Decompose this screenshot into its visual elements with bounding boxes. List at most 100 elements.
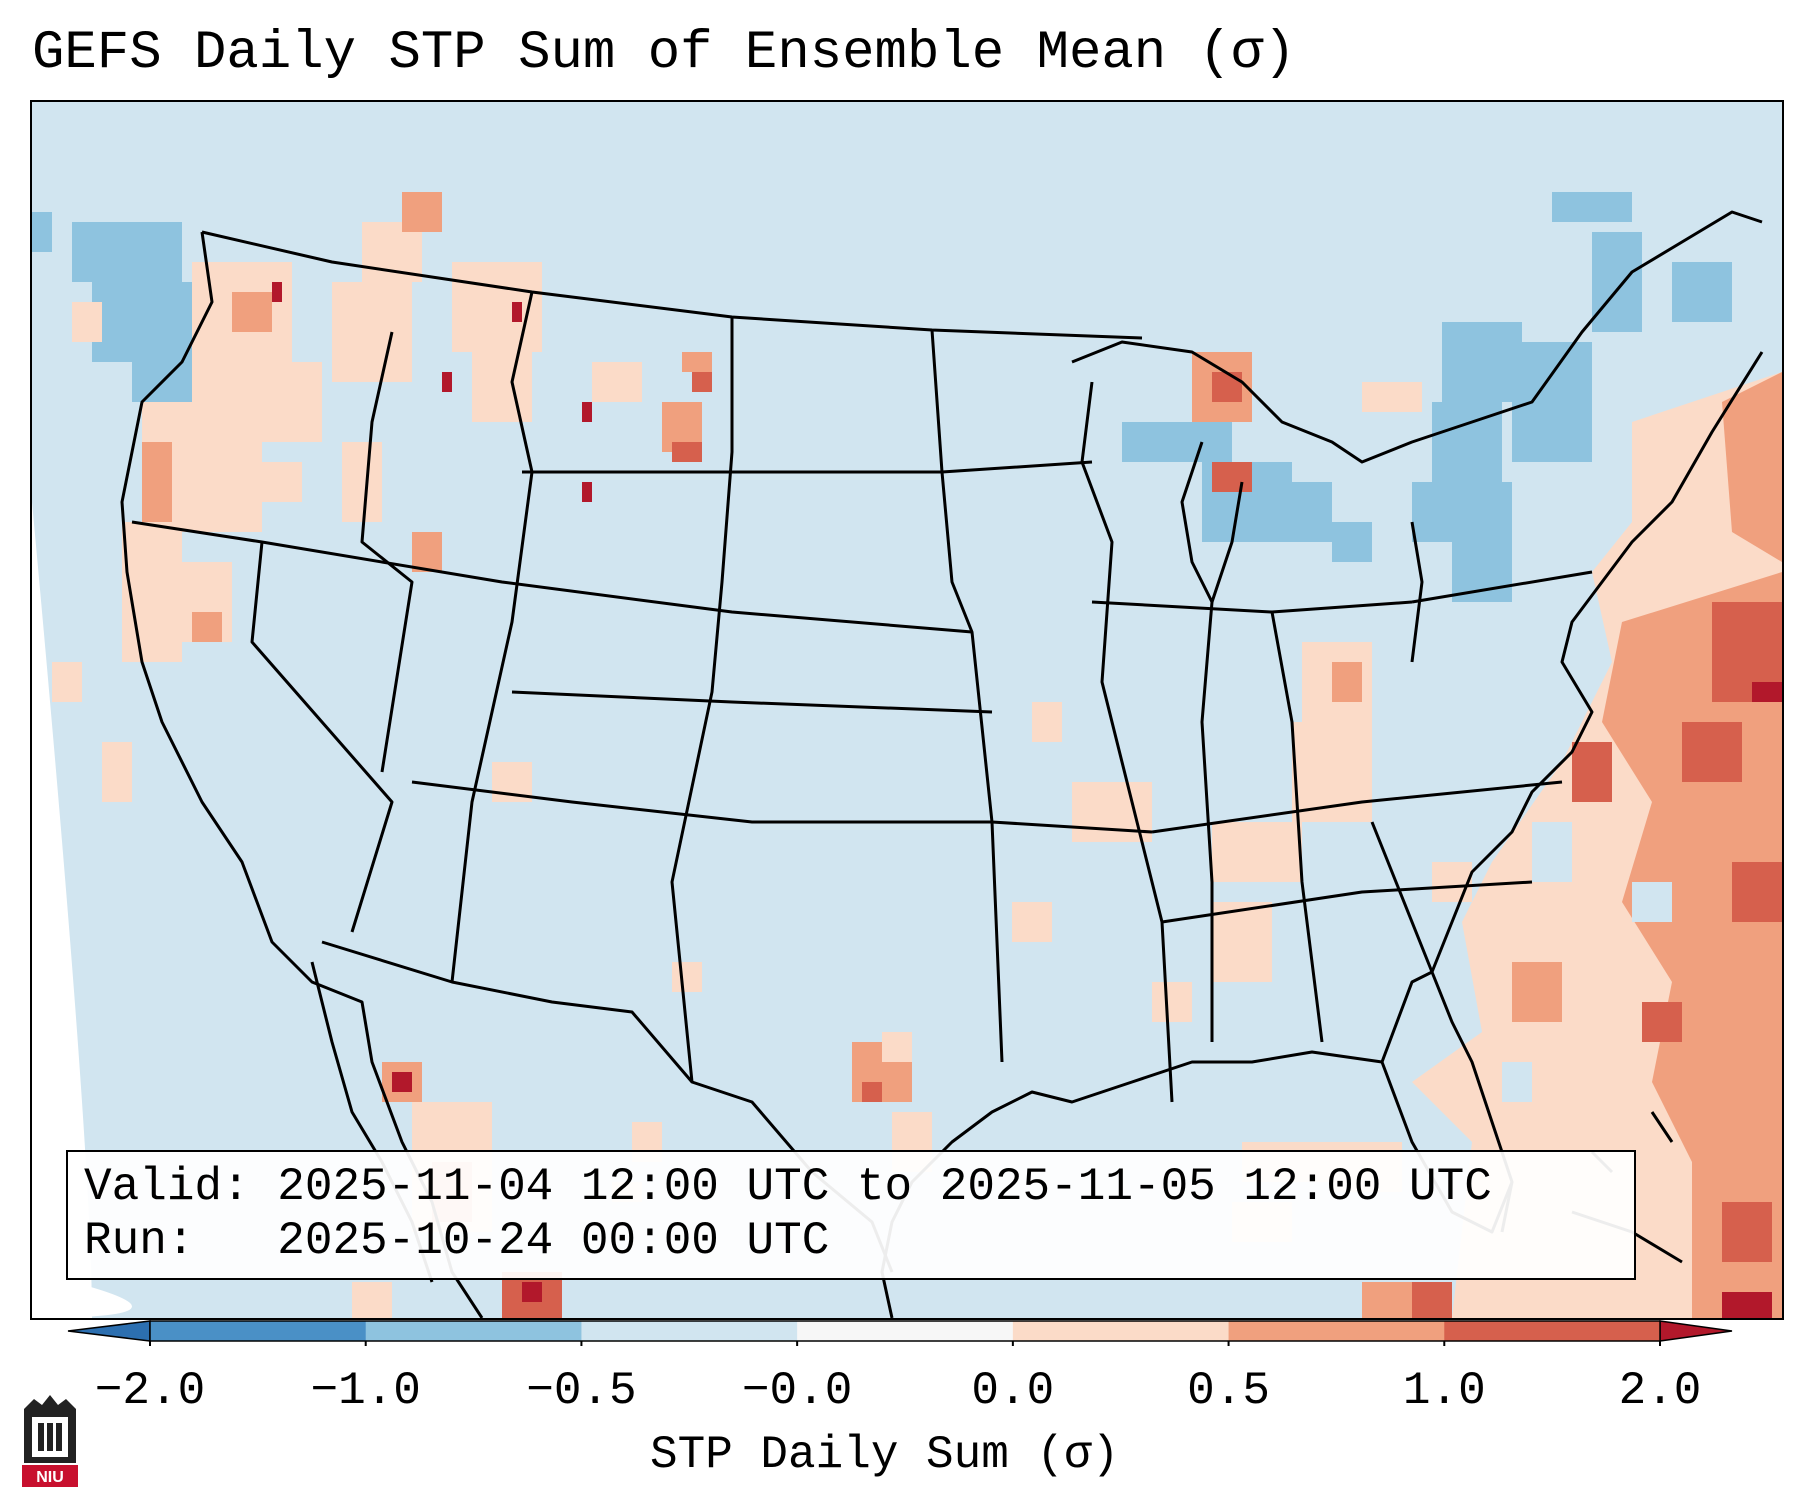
state-line	[1410, 521, 1424, 663]
cell-light-red	[1362, 382, 1422, 412]
cell-light-red	[332, 282, 412, 382]
niu-logo-icon: NIU	[22, 1395, 78, 1487]
colorbar-outline	[149, 1320, 1661, 1342]
cell-blue	[92, 282, 192, 362]
state-line	[1151, 780, 1563, 834]
state-line	[1411, 570, 1593, 604]
cell-strong-red	[1722, 1202, 1772, 1262]
cell-light-red	[1212, 902, 1272, 982]
valid-time-text: Valid: 2025-11-04 12:00 UTC to 2025-11-0…	[84, 1161, 1492, 1213]
cell-light-red	[1152, 982, 1192, 1022]
cell-strong-red	[1212, 372, 1242, 402]
cell-mid-red	[232, 292, 272, 332]
colorbar-segment	[797, 1321, 1014, 1341]
colorbar-tick-label: −1.0	[310, 1365, 421, 1417]
colorbar-label: STP Daily Sum (σ)	[650, 1429, 1120, 1481]
cell-blue	[1672, 262, 1732, 322]
cell-blue	[1592, 232, 1642, 332]
cell-mid-red	[1512, 962, 1562, 1022]
colorbar-extend-high	[1659, 1320, 1733, 1342]
colorbar-tick-label: −0.0	[741, 1365, 853, 1417]
niu-logo-banner	[22, 1465, 78, 1487]
cell-blue	[1442, 322, 1522, 402]
cell-light-red	[472, 342, 532, 422]
colorbar-tick-label: −2.0	[94, 1365, 206, 1417]
cell-strong-red	[1732, 862, 1782, 922]
cell-dark-red	[392, 1072, 412, 1092]
cell-mid-red	[142, 442, 172, 522]
stp-map	[32, 102, 1782, 1318]
map-panel	[30, 100, 1784, 1320]
state-line	[131, 520, 973, 634]
state-line	[1200, 601, 1214, 1042]
niu-logo-text: NIU	[36, 1469, 64, 1486]
projection-outside-left	[32, 502, 132, 1318]
validity-info-box: Valid: 2025-11-04 12:00 UTC to 2025-11-0…	[66, 1150, 1636, 1280]
colorbar-segment	[1228, 1321, 1445, 1341]
cell-blue	[1332, 522, 1372, 562]
cell-light-red	[592, 362, 642, 402]
cell-strong-red	[1212, 462, 1252, 492]
east-coastline	[1430, 351, 1764, 1233]
cell-dark-red	[522, 1282, 542, 1302]
state-line	[1161, 880, 1533, 924]
state-line	[250, 541, 394, 933]
colorbar-tick-label: −0.5	[526, 1365, 637, 1417]
colorbar-tick-label: 1.0	[1402, 1365, 1486, 1417]
cell-strong-red	[1682, 722, 1742, 782]
cell-light-red	[1212, 822, 1302, 882]
cell-light-red	[342, 442, 382, 522]
run-time-text: Run: 2025-10-24 00:00 UTC	[84, 1215, 830, 1267]
state-line	[360, 331, 414, 773]
cell-mid-red	[1332, 662, 1362, 702]
cell-strong-red	[1412, 1282, 1452, 1318]
colorbar-segment	[365, 1321, 582, 1341]
cell-mid-red	[402, 192, 442, 232]
state-line	[522, 460, 1093, 474]
cell-light-red	[1032, 702, 1062, 742]
state-line	[511, 690, 993, 714]
cell-dark-red	[442, 372, 452, 392]
chart-title: GEFS Daily STP Sum of Ensemble Mean (σ)	[32, 23, 1296, 84]
cell-dark-red	[1722, 1292, 1772, 1318]
cell-light-red	[1012, 902, 1052, 942]
bahamas-outline	[1650, 1111, 1674, 1143]
cell-light-red	[262, 462, 302, 502]
state-line	[1091, 600, 1413, 614]
cell-light-red	[672, 962, 702, 992]
cell-light-red	[72, 302, 102, 342]
cell-light-red	[52, 662, 82, 702]
colorbar-tick-label: 0.0	[971, 1365, 1055, 1417]
cell-strong-red	[672, 442, 702, 462]
state-line	[1370, 821, 1434, 973]
colorbar-segment	[1012, 1321, 1230, 1341]
state-line	[1270, 611, 1324, 1043]
cell-dark-red	[512, 302, 522, 322]
west-coastline	[120, 231, 484, 1318]
cell-strong-red	[692, 372, 712, 392]
cell-mid-red	[412, 532, 442, 572]
canada-border-east	[1071, 210, 1763, 464]
state-line	[670, 317, 734, 1083]
cell-blue	[1512, 342, 1592, 462]
cell-blue	[1412, 482, 1512, 542]
cell-mid-red	[1722, 372, 1782, 562]
cell-mid-red	[192, 612, 222, 642]
state-line	[411, 780, 1153, 834]
cell-dark-red	[1752, 682, 1782, 702]
state-line	[450, 291, 534, 983]
canada-border-west	[201, 230, 1143, 340]
cell-neutral	[1532, 822, 1572, 882]
cell-light-red	[352, 1282, 392, 1318]
cell-strong-red	[1572, 742, 1612, 802]
cell-strong-red	[1642, 1002, 1682, 1042]
cell-light-red	[1472, 1282, 1572, 1318]
colorbar	[67, 1320, 1733, 1346]
cell-mid-red	[682, 352, 712, 372]
cell-blue	[32, 212, 52, 252]
cell-blue	[1452, 542, 1512, 602]
cell-light-red	[452, 262, 542, 352]
cell-dark-red	[582, 482, 592, 502]
cell-light-red	[1432, 862, 1472, 902]
cell-blue	[1122, 422, 1232, 462]
